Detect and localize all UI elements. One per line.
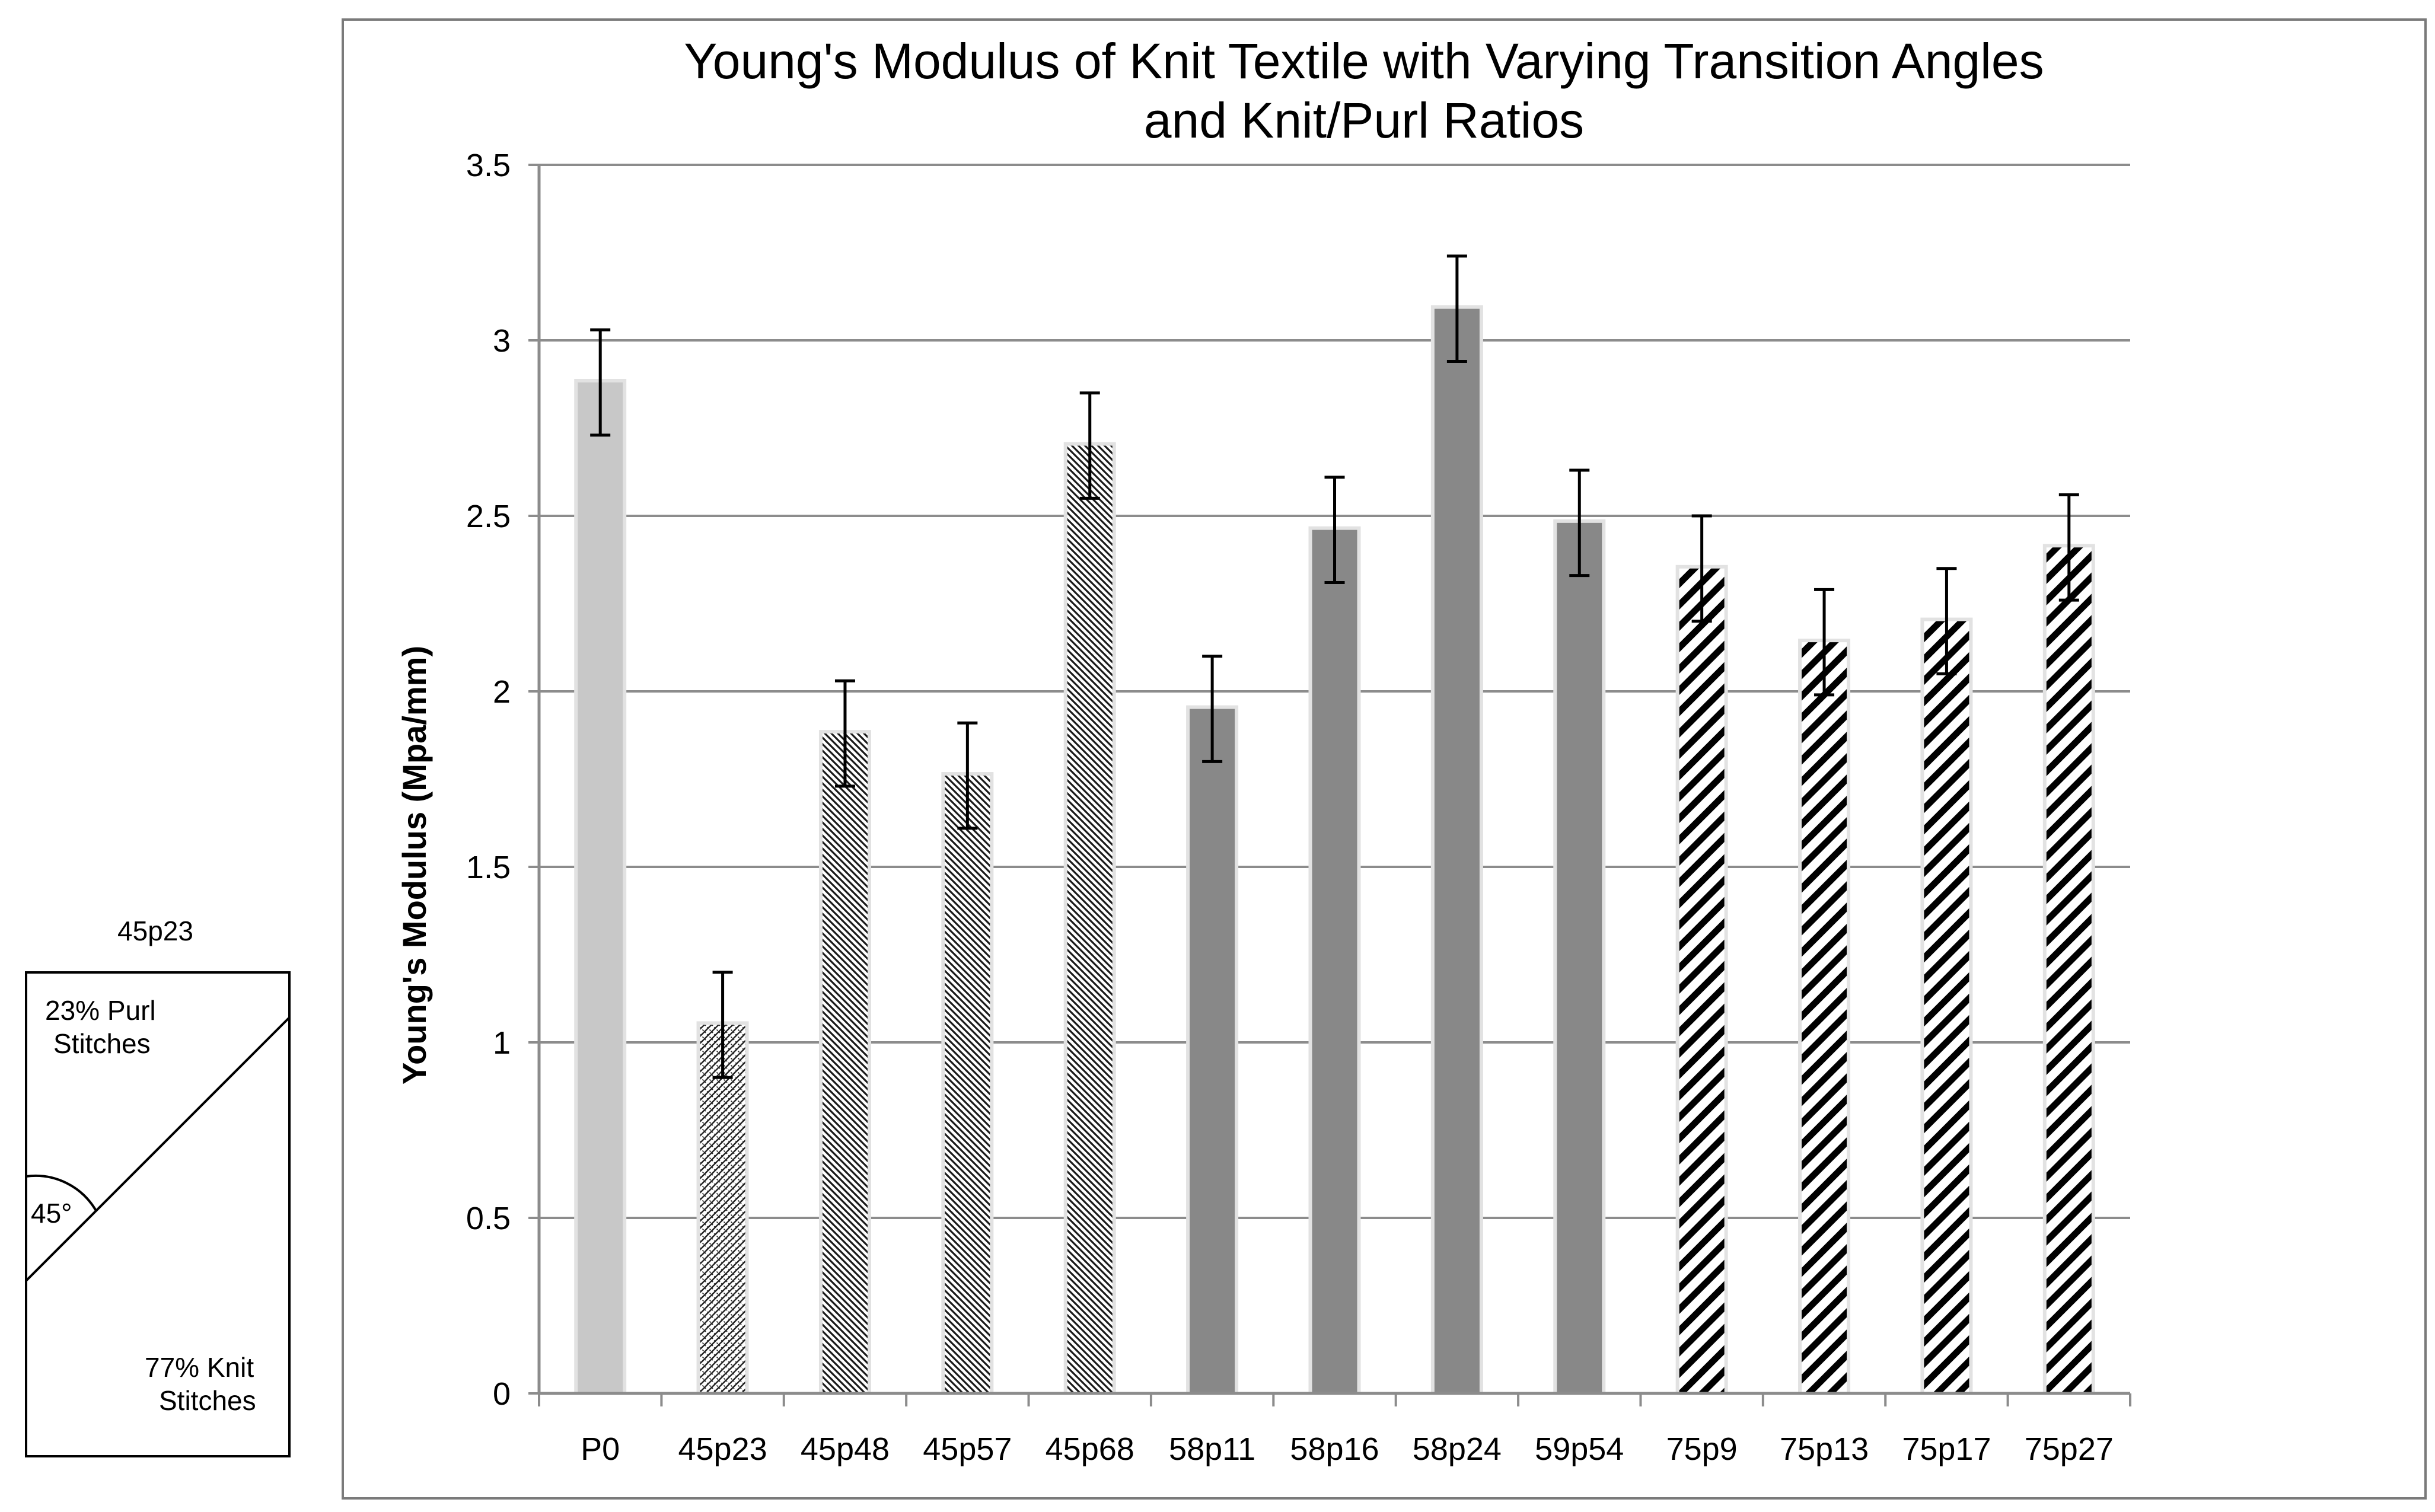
- bar-58p16: [1312, 529, 1357, 1394]
- bar-P0: [578, 382, 623, 1393]
- x-tick-label-75p13: 75p13: [1780, 1431, 1869, 1467]
- x-tick-label-59p54: 59p54: [1535, 1431, 1624, 1467]
- y-tick-label: 0.5: [466, 1201, 511, 1236]
- x-tick-label-45p48: 45p48: [801, 1431, 890, 1467]
- y-tick-label: 1.5: [466, 850, 511, 885]
- chart-title-line-1: Young's Modulus of Knit Textile with Var…: [684, 33, 2044, 89]
- bar-75p13: [1802, 642, 1847, 1393]
- bar-75p17: [1924, 621, 1969, 1393]
- y-tick-label: 2.5: [466, 499, 511, 534]
- x-tick-label-58p16: 58p16: [1290, 1431, 1379, 1467]
- x-axis-ticks: P0 45p23 45p48 45p57 45p68 58p11 58p16 58p24 59p…: [538, 1393, 2131, 1467]
- bar-45p23: [700, 1025, 745, 1393]
- bars: [574, 305, 2095, 1394]
- inset-bottom-label-2: Stitches: [159, 1385, 256, 1416]
- y-tick-label: 3.5: [466, 148, 511, 183]
- axes: [537, 165, 2130, 1395]
- bar-75p9: [1679, 568, 1725, 1393]
- x-tick-label-58p24: 58p24: [1413, 1431, 1502, 1467]
- inset-box: [25, 971, 291, 1457]
- x-tick-label-45p68: 45p68: [1046, 1431, 1134, 1467]
- chart-title-line-2: and Knit/Purl Ratios: [1144, 92, 1584, 148]
- inset-angle-arc: [26, 1174, 97, 1212]
- inset-title: 45p23: [117, 916, 193, 946]
- x-tick-label-75p27: 75p27: [2025, 1431, 2114, 1467]
- inset-top-label-1: 23% Purl: [45, 995, 156, 1026]
- inset-bottom-label-1: 77% Knit: [145, 1352, 254, 1383]
- y-axis-ticks: 0 0.5 1 1.5 2 2.5 3 3.5: [466, 148, 539, 1412]
- x-tick-label-P0: P0: [581, 1431, 620, 1467]
- bar-45p48: [822, 733, 868, 1393]
- inset-angle-label: 45°: [31, 1198, 72, 1229]
- y-axis-label: Young's Modulus (Mpa/mm): [396, 646, 433, 1084]
- inset-diagram: 45p23 23% Purl Stitches 45° 77% Knit Sti…: [25, 916, 291, 1457]
- x-tick-label-75p17: 75p17: [1902, 1431, 1991, 1467]
- y-tick-label: 0: [493, 1376, 511, 1412]
- y-tick-label: 2: [493, 674, 511, 710]
- x-tick-label-58p11: 58p11: [1169, 1431, 1255, 1467]
- bar-45p68: [1067, 445, 1113, 1393]
- error-bars: [590, 254, 2079, 1079]
- bar-59p54: [1557, 522, 1602, 1393]
- bar-58p24: [1434, 308, 1480, 1393]
- bar-58p11: [1190, 709, 1235, 1393]
- x-tick-label-45p23: 45p23: [678, 1431, 767, 1467]
- chart-frame: [342, 18, 2427, 1500]
- inset-top-label-2: Stitches: [53, 1028, 151, 1059]
- bar-45p57: [945, 776, 990, 1393]
- x-tick-label-75p9: 75p9: [1666, 1431, 1738, 1467]
- bar-75p27: [2046, 547, 2092, 1393]
- inset-transition-line: [25, 1016, 291, 1282]
- y-tick-label: 1: [493, 1025, 511, 1061]
- y-tick-label: 3: [493, 323, 511, 359]
- x-tick-label-45p57: 45p57: [923, 1431, 1012, 1467]
